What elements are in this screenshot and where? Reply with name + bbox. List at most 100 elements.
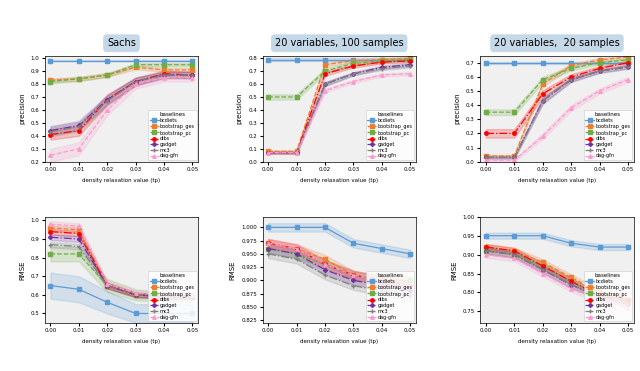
bootstrap_pc bbox=[482, 249, 490, 253]
bcdiets bbox=[75, 59, 83, 63]
mc3 bbox=[132, 293, 140, 297]
bootstrap_ges bbox=[406, 56, 414, 60]
Line: dag-gfn: dag-gfn bbox=[266, 72, 412, 154]
dag-gfn bbox=[482, 158, 490, 162]
dag-gfn bbox=[189, 293, 196, 297]
mc3 bbox=[624, 65, 632, 69]
Line: bcdiets: bcdiets bbox=[49, 284, 194, 315]
bootstrap_pc bbox=[132, 293, 140, 297]
bootstrap_pc bbox=[321, 262, 329, 267]
mc3 bbox=[47, 242, 54, 247]
gadget bbox=[160, 73, 168, 77]
bcdiets bbox=[104, 59, 111, 63]
Legend: bcdiets, bootstrap_ges, bootstrap_pc, dibs, gadget, mc3, dag-gfn: bcdiets, bootstrap_ges, bootstrap_pc, di… bbox=[366, 272, 415, 321]
Line: bcdiets: bcdiets bbox=[484, 234, 630, 249]
Y-axis label: RMSE: RMSE bbox=[230, 260, 236, 279]
gadget bbox=[47, 128, 54, 133]
dag-gfn bbox=[292, 246, 300, 251]
Line: mc3: mc3 bbox=[49, 243, 194, 299]
mc3 bbox=[596, 294, 604, 299]
mc3 bbox=[567, 283, 575, 287]
bcdiets bbox=[47, 283, 54, 288]
Line: dag-gfn: dag-gfn bbox=[266, 242, 412, 288]
Line: gadget: gadget bbox=[266, 247, 412, 293]
mc3 bbox=[160, 73, 168, 77]
bcdiets bbox=[104, 300, 111, 305]
bcdiets bbox=[264, 225, 272, 230]
bootstrap_pc bbox=[264, 246, 272, 251]
bootstrap_pc bbox=[349, 273, 357, 277]
mc3 bbox=[378, 66, 386, 71]
gadget bbox=[292, 252, 300, 256]
dag-gfn bbox=[539, 134, 547, 138]
gadget bbox=[511, 252, 518, 257]
dibs bbox=[511, 131, 518, 136]
Line: bcdiets: bcdiets bbox=[484, 61, 630, 65]
Line: gadget: gadget bbox=[266, 63, 412, 154]
mc3 bbox=[596, 69, 604, 73]
mc3 bbox=[349, 72, 357, 76]
bootstrap_pc bbox=[406, 57, 414, 62]
gadget bbox=[567, 78, 575, 82]
mc3 bbox=[482, 249, 490, 253]
dag-gfn bbox=[160, 75, 168, 80]
Line: mc3: mc3 bbox=[49, 73, 194, 134]
dag-gfn bbox=[567, 286, 575, 291]
bootstrap_ges bbox=[624, 55, 632, 59]
bootstrap_pc bbox=[292, 252, 300, 256]
X-axis label: density relaxation value (tp): density relaxation value (tp) bbox=[83, 178, 161, 183]
dibs bbox=[189, 295, 196, 299]
gadget bbox=[132, 79, 140, 84]
Line: dibs: dibs bbox=[49, 72, 194, 136]
bootstrap_pc bbox=[321, 69, 329, 73]
Line: bootstrap_pc: bootstrap_pc bbox=[49, 63, 194, 83]
dag-gfn bbox=[482, 252, 490, 257]
bootstrap_pc bbox=[482, 110, 490, 114]
dag-gfn bbox=[264, 150, 272, 155]
dag-gfn bbox=[132, 82, 140, 86]
dag-gfn bbox=[47, 153, 54, 157]
mc3 bbox=[321, 82, 329, 86]
bootstrap_pc bbox=[567, 66, 575, 70]
mc3 bbox=[104, 99, 111, 103]
bcdiets bbox=[406, 57, 414, 62]
dibs bbox=[104, 97, 111, 102]
gadget bbox=[160, 295, 168, 299]
Line: bootstrap_ges: bootstrap_ges bbox=[484, 245, 630, 302]
mc3 bbox=[189, 295, 196, 299]
mc3 bbox=[539, 99, 547, 103]
dag-gfn bbox=[624, 78, 632, 82]
Line: bootstrap_ges: bootstrap_ges bbox=[49, 66, 194, 82]
Line: mc3: mc3 bbox=[484, 65, 630, 159]
dag-gfn bbox=[264, 241, 272, 246]
Legend: bcdiets, bootstrap_ges, bootstrap_pc, dibs, gadget, mc3, dag-gfn: bcdiets, bootstrap_ges, bootstrap_pc, di… bbox=[366, 110, 415, 160]
mc3 bbox=[189, 73, 196, 77]
bootstrap_pc bbox=[75, 77, 83, 81]
dibs bbox=[47, 132, 54, 137]
gadget bbox=[264, 246, 272, 251]
bcdiets bbox=[160, 311, 168, 316]
bcdiets bbox=[349, 57, 357, 62]
dibs bbox=[349, 64, 357, 68]
Line: gadget: gadget bbox=[49, 236, 194, 299]
Text: 20 variables, 100 samples: 20 variables, 100 samples bbox=[275, 38, 403, 48]
dibs bbox=[482, 131, 490, 136]
dag-gfn bbox=[292, 150, 300, 155]
Text: Sachs: Sachs bbox=[107, 38, 136, 48]
Legend: bcdiets, bootstrap_ges, bootstrap_pc, dibs, gadget, mc3, dag-gfn: bcdiets, bootstrap_ges, bootstrap_pc, di… bbox=[584, 110, 632, 160]
bootstrap_ges bbox=[75, 227, 83, 232]
mc3 bbox=[132, 79, 140, 84]
bootstrap_ges bbox=[321, 257, 329, 262]
bootstrap_ges bbox=[349, 59, 357, 63]
dibs bbox=[482, 245, 490, 249]
Y-axis label: precision: precision bbox=[454, 93, 460, 124]
Line: dag-gfn: dag-gfn bbox=[484, 253, 630, 309]
dag-gfn bbox=[567, 106, 575, 110]
dibs bbox=[292, 246, 300, 251]
bcdiets bbox=[132, 311, 140, 316]
Y-axis label: precision: precision bbox=[19, 93, 25, 124]
bootstrap_ges bbox=[47, 78, 54, 82]
Line: bootstrap_pc: bootstrap_pc bbox=[266, 247, 412, 282]
Line: gadget: gadget bbox=[49, 73, 194, 132]
bootstrap_ges bbox=[104, 283, 111, 288]
